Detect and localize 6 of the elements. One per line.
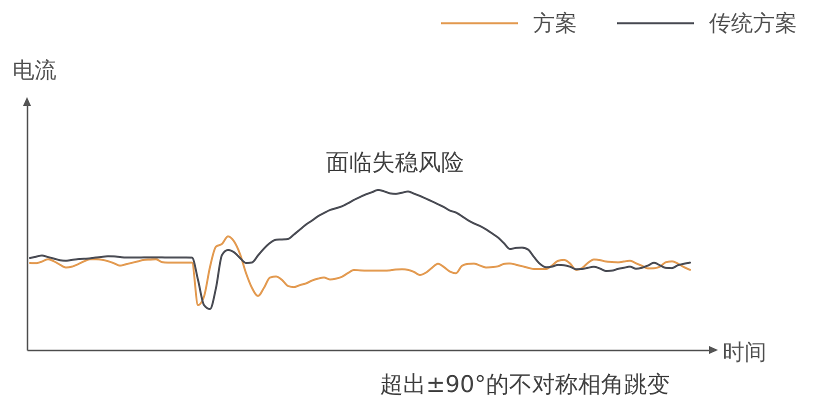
text: 超出±90°的不对称相角跳变 [380, 372, 670, 398]
legend-label: 传统方案 [709, 11, 797, 36]
text: 面临失稳风险 [326, 150, 464, 176]
x-axis-title: 时间 [722, 340, 766, 366]
legend-label: 方案 [533, 11, 577, 36]
y-axis-title: 电流 [12, 58, 56, 84]
